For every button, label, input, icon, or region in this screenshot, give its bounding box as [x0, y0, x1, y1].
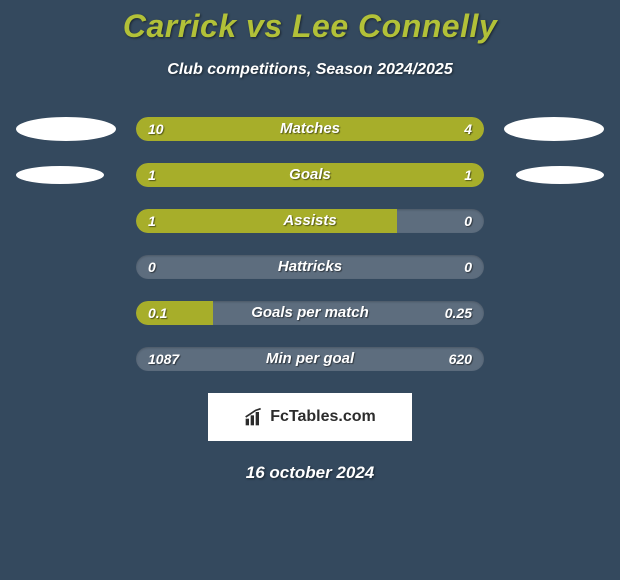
stat-value-right: 1: [464, 163, 472, 187]
subtitle: Club competitions, Season 2024/2025: [0, 61, 620, 79]
stat-value-right: 0: [464, 209, 472, 233]
stat-label: Min per goal: [136, 347, 484, 371]
stat-value-right: 0.25: [445, 301, 472, 325]
stat-label: Goals: [136, 163, 484, 187]
stats-area: 10Matches41Goals11Assists00Hattricks00.1…: [0, 117, 620, 371]
stat-value-right: 0: [464, 255, 472, 279]
stat-label: Goals per match: [136, 301, 484, 325]
stat-label: Hattricks: [136, 255, 484, 279]
comparison-infographic: Carrick vs Lee Connelly Club competition…: [0, 0, 620, 580]
date-label: 16 october 2024: [0, 463, 620, 483]
stat-row: 1Assists0: [16, 209, 604, 233]
stat-bar-track: 0.1Goals per match0.25: [136, 301, 484, 325]
stat-row: 0.1Goals per match0.25: [16, 301, 604, 325]
player-right-placeholder: [504, 117, 604, 141]
watermark-text: FcTables.com: [270, 408, 376, 426]
stat-label: Assists: [136, 209, 484, 233]
page-title: Carrick vs Lee Connelly: [0, 0, 620, 45]
stat-row: 1087Min per goal620: [16, 347, 604, 371]
stat-value-right: 620: [449, 347, 472, 371]
stat-bar-track: 1Assists0: [136, 209, 484, 233]
stat-label: Matches: [136, 117, 484, 141]
stat-bar-track: 1087Min per goal620: [136, 347, 484, 371]
watermark: FcTables.com: [208, 393, 412, 441]
bars-icon: [244, 407, 264, 427]
player-right-placeholder: [516, 166, 604, 184]
player-left-placeholder: [16, 166, 104, 184]
stat-row: 10Matches4: [16, 117, 604, 141]
stat-row: 1Goals1: [16, 163, 604, 187]
stat-value-right: 4: [464, 117, 472, 141]
stat-bar-track: 1Goals1: [136, 163, 484, 187]
stat-row: 0Hattricks0: [16, 255, 604, 279]
stat-bar-track: 0Hattricks0: [136, 255, 484, 279]
stat-bar-track: 10Matches4: [136, 117, 484, 141]
player-left-placeholder: [16, 117, 116, 141]
